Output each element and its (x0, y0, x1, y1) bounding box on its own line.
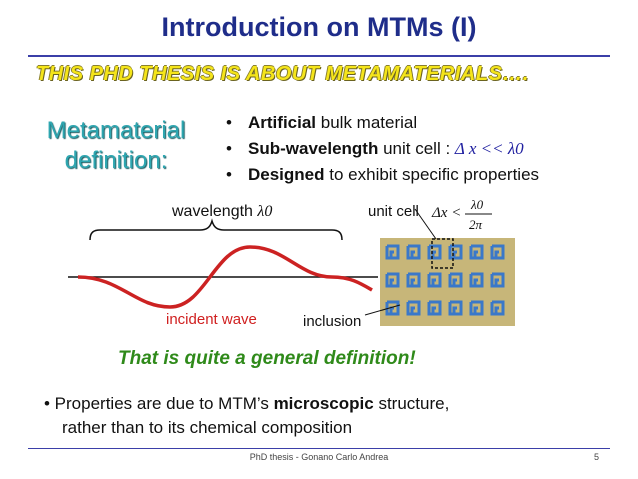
inclusion-icon (406, 272, 421, 288)
inclusion-icon (469, 300, 484, 316)
bullet-item: • Artificial bulk material (226, 110, 539, 136)
wavelength-brace (89, 218, 343, 241)
bullet-bold: Sub-wavelength (248, 139, 379, 158)
wavelength-text: wavelength (172, 203, 258, 220)
bullet-text: bulk material (316, 113, 418, 132)
bullet-text: unit cell : (378, 139, 455, 158)
properties-line1: • Properties are due to MTM’s microscopi… (44, 392, 449, 416)
inclusion-icon (406, 244, 421, 260)
inclusion-icon (469, 244, 484, 260)
unit-cell-pointer (414, 208, 437, 240)
inclusion-icon (385, 300, 400, 316)
bullet-text: to exhibit specific properties (324, 165, 540, 184)
unit-cell-highlight (431, 238, 454, 269)
inclusion-icon (490, 300, 505, 316)
inclusion-icon (448, 272, 463, 288)
footer-divider (28, 448, 610, 449)
inclusion-icon (427, 272, 442, 288)
slide-title: Introduction on MTMs (I) (161, 12, 477, 42)
title-divider (28, 55, 610, 57)
bullet-dot: • (226, 113, 232, 132)
unit-cell-formula-numerator: λ0 (470, 197, 484, 212)
inclusion-icon (490, 244, 505, 260)
properties-suffix: structure, (373, 394, 450, 413)
bullet-math: Δ x << λ0 (454, 139, 524, 158)
inclusion-icon (385, 272, 400, 288)
unit-cell-formula-denominator: 2π (469, 217, 483, 232)
definition-heading: Metamaterial definition: (30, 116, 202, 176)
bullet-bold: Designed (248, 165, 325, 184)
unit-cell-label: unit cell (368, 203, 419, 220)
bullet-dot: • (226, 139, 232, 158)
inclusion-grid (385, 244, 505, 316)
bullet-dot: • (44, 394, 50, 413)
properties-bullet: • Properties are due to MTM’s microscopi… (44, 392, 449, 440)
bullet-item: • Designed to exhibit specific propertie… (226, 162, 539, 188)
inclusion-icon (448, 300, 463, 316)
inclusion-icon (490, 272, 505, 288)
metamaterial-figure: Δx < λ0 2π (68, 197, 515, 326)
inclusion-icon (406, 300, 421, 316)
properties-text: Properties are due to MTM’s (49, 394, 274, 413)
incident-wave (77, 245, 373, 309)
wavelength-symbol: λ0 (257, 203, 273, 220)
definition-heading-line2: definition: (64, 147, 168, 174)
definition-heading-line1: Metamaterial (46, 117, 186, 144)
properties-bold: microscopic (273, 394, 374, 413)
inclusion-label: inclusion (303, 313, 362, 330)
page-number: 5 (594, 452, 600, 462)
bullet-item: • Sub-wavelength unit cell : Δ x << λ0 (226, 136, 539, 162)
inclusion-icon (427, 300, 442, 316)
footer-text: PhD thesis - Gonano Carlo Andrea (249, 452, 389, 462)
inclusion-pointer (364, 304, 401, 316)
bullet-bold: Artificial (248, 113, 317, 132)
inclusion-icon (385, 244, 400, 260)
general-definition-note: That is quite a general definition! (118, 348, 416, 369)
incident-wave-label: incident wave (166, 311, 257, 328)
definition-bullet-list: • Artificial bulk material • Sub-wavelen… (226, 110, 539, 188)
bullet-dot: • (226, 165, 232, 184)
slide-subtitle: THIS PHD THESIS IS ABOUT METAMATERIALS…. (36, 63, 529, 85)
properties-line2: rather than to its chemical composition (62, 418, 353, 437)
wavelength-label: wavelength λ0 (172, 203, 272, 221)
unit-cell-formula-lhs: Δx < (431, 205, 461, 221)
inclusion-icon (469, 272, 484, 288)
